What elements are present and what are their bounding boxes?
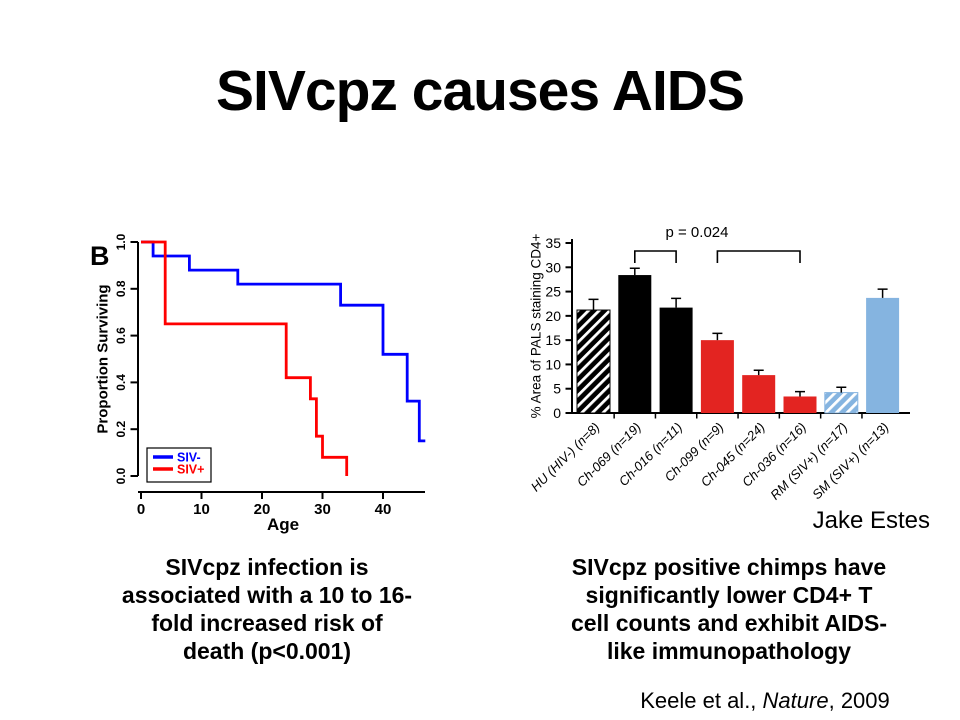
svg-text:RM (SIV+) (n=17): RM (SIV+) (n=17) bbox=[767, 420, 850, 503]
slide-title: SIVcpz causes AIDS bbox=[216, 59, 745, 123]
svg-text:20: 20 bbox=[254, 501, 271, 518]
svg-text:0.6: 0.6 bbox=[114, 327, 128, 344]
svg-text:20: 20 bbox=[545, 308, 561, 324]
credit-jake-estes: Jake Estes bbox=[812, 507, 930, 534]
svg-text:10: 10 bbox=[545, 356, 561, 372]
svg-text:0: 0 bbox=[553, 405, 561, 421]
svg-text:0.8: 0.8 bbox=[114, 280, 128, 297]
bar-chart: 0 5 10 15 20 25 30 35% Area of PALS staining CD… bbox=[528, 224, 910, 503]
svg-text:35: 35 bbox=[545, 235, 561, 251]
svg-text:p = 0.024: p = 0.024 bbox=[666, 224, 729, 241]
left-caption: SIVcpz infection is associated with a 10… bbox=[121, 554, 413, 664]
citation-suffix: , 2009 bbox=[828, 688, 890, 713]
svg-text:0.2: 0.2 bbox=[114, 421, 128, 438]
svg-text:40: 40 bbox=[375, 501, 392, 518]
svg-text:Age: Age bbox=[267, 515, 299, 534]
svg-text:0.0: 0.0 bbox=[114, 467, 128, 484]
svg-text:SIV-: SIV- bbox=[177, 451, 201, 465]
svg-text:SM (SIV+) (n=13): SM (SIV+) (n=13) bbox=[809, 420, 892, 503]
svg-text:25: 25 bbox=[545, 284, 561, 300]
svg-text:B: B bbox=[90, 241, 110, 271]
right-caption: SIVcpz positive chimps have significantl… bbox=[570, 554, 888, 664]
survival-chart: 0.0 0.2 0.4 0.6 0.8 1.0 Proportion Surviving 0 1… bbox=[90, 233, 426, 534]
svg-text:% Area of PALS staining CD4+: % Area of PALS staining CD4+ bbox=[529, 234, 544, 419]
svg-text:15: 15 bbox=[545, 332, 561, 348]
svg-text:SIV+: SIV+ bbox=[177, 463, 204, 477]
citation-journal: Nature bbox=[762, 688, 829, 713]
svg-text:10: 10 bbox=[193, 501, 210, 518]
svg-text:30: 30 bbox=[314, 501, 331, 518]
svg-text:0.4: 0.4 bbox=[114, 374, 128, 391]
svg-text:0: 0 bbox=[137, 501, 145, 518]
svg-text:1.0: 1.0 bbox=[114, 233, 128, 250]
citation-prefix: Keele et al., bbox=[640, 688, 763, 713]
svg-text:Proportion Surviving: Proportion Surviving bbox=[95, 284, 112, 433]
citation: Keele et al., Nature, 2009 bbox=[565, 688, 960, 714]
svg-text:30: 30 bbox=[545, 259, 561, 275]
svg-text:5: 5 bbox=[553, 381, 561, 397]
svg-text:HU (HIV-) (n=8): HU (HIV-) (n=8) bbox=[528, 420, 603, 495]
